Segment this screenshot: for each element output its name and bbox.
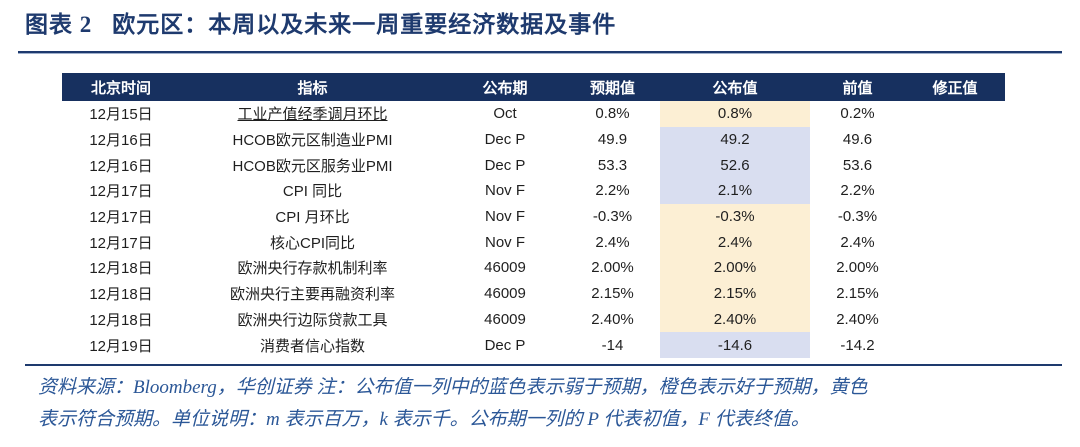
cell-prior: -14.2	[840, 336, 875, 354]
cell-revised	[905, 127, 1005, 153]
cell-revised	[905, 152, 1005, 178]
cell-indicator: 消费者信心指数	[259, 337, 365, 355]
cell-period: Nov F	[484, 208, 525, 226]
cell-time: 12月15日	[89, 106, 153, 124]
table-row: 12月19日 消费者信心指数 Dec P -14 -14.6 -14.2	[62, 332, 1005, 358]
cell-announced: 2.15%	[660, 280, 810, 307]
cell-prior: 2.4%	[840, 233, 875, 251]
cell-revised	[905, 204, 1005, 230]
cell-expected: 2.4%	[595, 233, 630, 251]
table-row: 12月17日 CPI 同比 Nov F 2.2% 2.1% 2.2%	[62, 178, 1005, 204]
source-note-line-2: 表示符合预期。单位说明：m 表示百万，k 表示千。公布期一列的 P 代表初值，F…	[38, 408, 810, 430]
column-header-indicator: 指标	[180, 73, 445, 101]
cell-time: 12月18日	[89, 260, 153, 278]
cell-prior: 53.6	[842, 156, 873, 174]
cell-announced: -0.3%	[660, 203, 810, 230]
cell-prior: 2.2%	[840, 182, 875, 200]
cell-announced: 2.00%	[660, 255, 810, 281]
cell-time: 12月18日	[89, 286, 153, 304]
cell-expected: -14	[601, 336, 624, 354]
cell-time: 12月19日	[89, 337, 153, 355]
cell-revised	[905, 255, 1005, 281]
table-row: 12月18日 欧洲央行边际贷款工具 46009 2.40% 2.40% 2.40%	[62, 306, 1005, 333]
cell-revised	[905, 229, 1005, 255]
cell-indicator: 欧洲央行主要再融资利率	[229, 286, 395, 304]
cell-period: Nov F	[484, 233, 525, 251]
cell-prior: 2.00%	[836, 259, 879, 277]
cell-period: Dec P	[484, 156, 526, 174]
column-header-period: 公布期	[445, 73, 565, 101]
cell-revised	[905, 281, 1005, 307]
cell-period: Dec P	[484, 336, 526, 354]
economic-data-table: 北京时间 指标 公布期 预期值 公布值 前值 修正值 12月15日 工业产值经季调月环比 Oct…	[62, 73, 1005, 358]
source-note-line-1: 资料来源：Bloomberg，华创证券 注：公布值一列中的蓝色表示弱于预期，橙色…	[38, 376, 868, 398]
cell-announced: 2.1%	[660, 178, 810, 204]
column-header-prior: 前值	[810, 73, 905, 101]
cell-period: Nov F	[484, 182, 525, 200]
cell-announced: 49.2	[660, 126, 810, 153]
cell-prior: 0.2%	[840, 105, 875, 123]
cell-expected: 0.8%	[595, 105, 630, 123]
cell-expected: 2.00%	[591, 259, 634, 277]
cell-indicator: CPI 同比	[282, 183, 343, 201]
cell-period: 46009	[484, 259, 526, 277]
column-header-expected: 预期值	[565, 73, 660, 101]
figure-label: 图表 2	[25, 12, 93, 37]
cell-indicator: 工业产值经季调月环比	[237, 106, 388, 124]
cell-expected: 2.40%	[591, 310, 634, 328]
table-row: 12月18日 欧洲央行主要再融资利率 46009 2.15% 2.15% 2.15%	[62, 280, 1005, 307]
cell-prior: 2.15%	[836, 285, 879, 303]
title-rule	[18, 51, 1062, 54]
table-row: 12月16日 HCOB欧元区服务业PMI Dec P 53.3 52.6 53.6	[62, 152, 1005, 179]
column-header-time: 北京时间	[62, 73, 180, 101]
column-header-revised: 修正值	[905, 73, 1005, 101]
table-row: 12月16日 HCOB欧元区制造业PMI Dec P 49.9 49.2 49.6	[62, 126, 1005, 153]
source-note: 资料来源：Bloomberg，华创证券 注：公布值一列中的蓝色表示弱于预期，橙色…	[38, 372, 1060, 436]
cell-indicator: HCOB欧元区制造业PMI	[232, 132, 393, 150]
table-header: 北京时间 指标 公布期 预期值 公布值 前值 修正值	[62, 73, 1005, 101]
table-body: 12月15日 工业产值经季调月环比 Oct 0.8% 0.8% 0.2% 12月16日 HCO…	[62, 101, 1005, 358]
cell-period: 46009	[484, 310, 526, 328]
cell-indicator: 欧洲央行边际贷款工具	[237, 311, 388, 329]
cell-revised	[905, 307, 1005, 333]
cell-period: Dec P	[484, 131, 526, 149]
cell-period: Oct	[493, 105, 517, 123]
cell-prior: 49.6	[842, 131, 873, 149]
cell-time: 12月18日	[89, 311, 153, 329]
cell-time: 12月17日	[89, 183, 153, 201]
cell-expected: 2.15%	[591, 285, 634, 303]
table-row: 12月17日 核心CPI同比 Nov F 2.4% 2.4% 2.4%	[62, 229, 1005, 256]
cell-expected: -0.3%	[592, 208, 633, 226]
cell-indicator: 核心CPI同比	[269, 234, 355, 252]
cell-announced: 0.8%	[660, 101, 810, 127]
cell-announced: 2.4%	[660, 229, 810, 256]
cell-announced: 52.6	[660, 152, 810, 179]
table-header-row: 北京时间 指标 公布期 预期值 公布值 前值 修正值	[62, 73, 1005, 101]
cell-revised	[905, 178, 1005, 204]
table-row: 12月17日 CPI 月环比 Nov F -0.3% -0.3% -0.3%	[62, 203, 1005, 230]
cell-revised	[905, 332, 1005, 358]
cell-expected: 53.3	[597, 156, 628, 174]
cell-announced: 2.40%	[660, 306, 810, 333]
footer-rule	[25, 363, 1062, 366]
cell-revised	[905, 101, 1005, 127]
cell-announced: -14.6	[660, 332, 810, 358]
cell-expected: 2.2%	[595, 182, 630, 200]
cell-time: 12月17日	[89, 234, 153, 252]
cell-indicator: CPI 月环比	[275, 209, 350, 227]
cell-time: 12月16日	[89, 132, 153, 150]
table-row: 12月15日 工业产值经季调月环比 Oct 0.8% 0.8% 0.2%	[62, 101, 1005, 127]
figure-title: 图表 2 欧元区：本周以及未来一周重要经济数据及事件	[0, 0, 1080, 40]
column-header-announced: 公布值	[660, 73, 810, 101]
cell-time: 12月17日	[89, 209, 153, 227]
cell-indicator: 欧洲央行存款机制利率	[237, 260, 388, 278]
cell-indicator: HCOB欧元区服务业PMI	[232, 157, 393, 175]
cell-time: 12月16日	[89, 157, 153, 175]
table-row: 12月18日 欧洲央行存款机制利率 46009 2.00% 2.00% 2.00%	[62, 255, 1005, 281]
cell-prior: 2.40%	[836, 310, 879, 328]
page-title: 欧元区：本周以及未来一周重要经济数据及事件	[112, 12, 617, 37]
cell-prior: -0.3%	[837, 208, 878, 226]
cell-period: 46009	[484, 285, 526, 303]
cell-expected: 49.9	[597, 131, 628, 149]
